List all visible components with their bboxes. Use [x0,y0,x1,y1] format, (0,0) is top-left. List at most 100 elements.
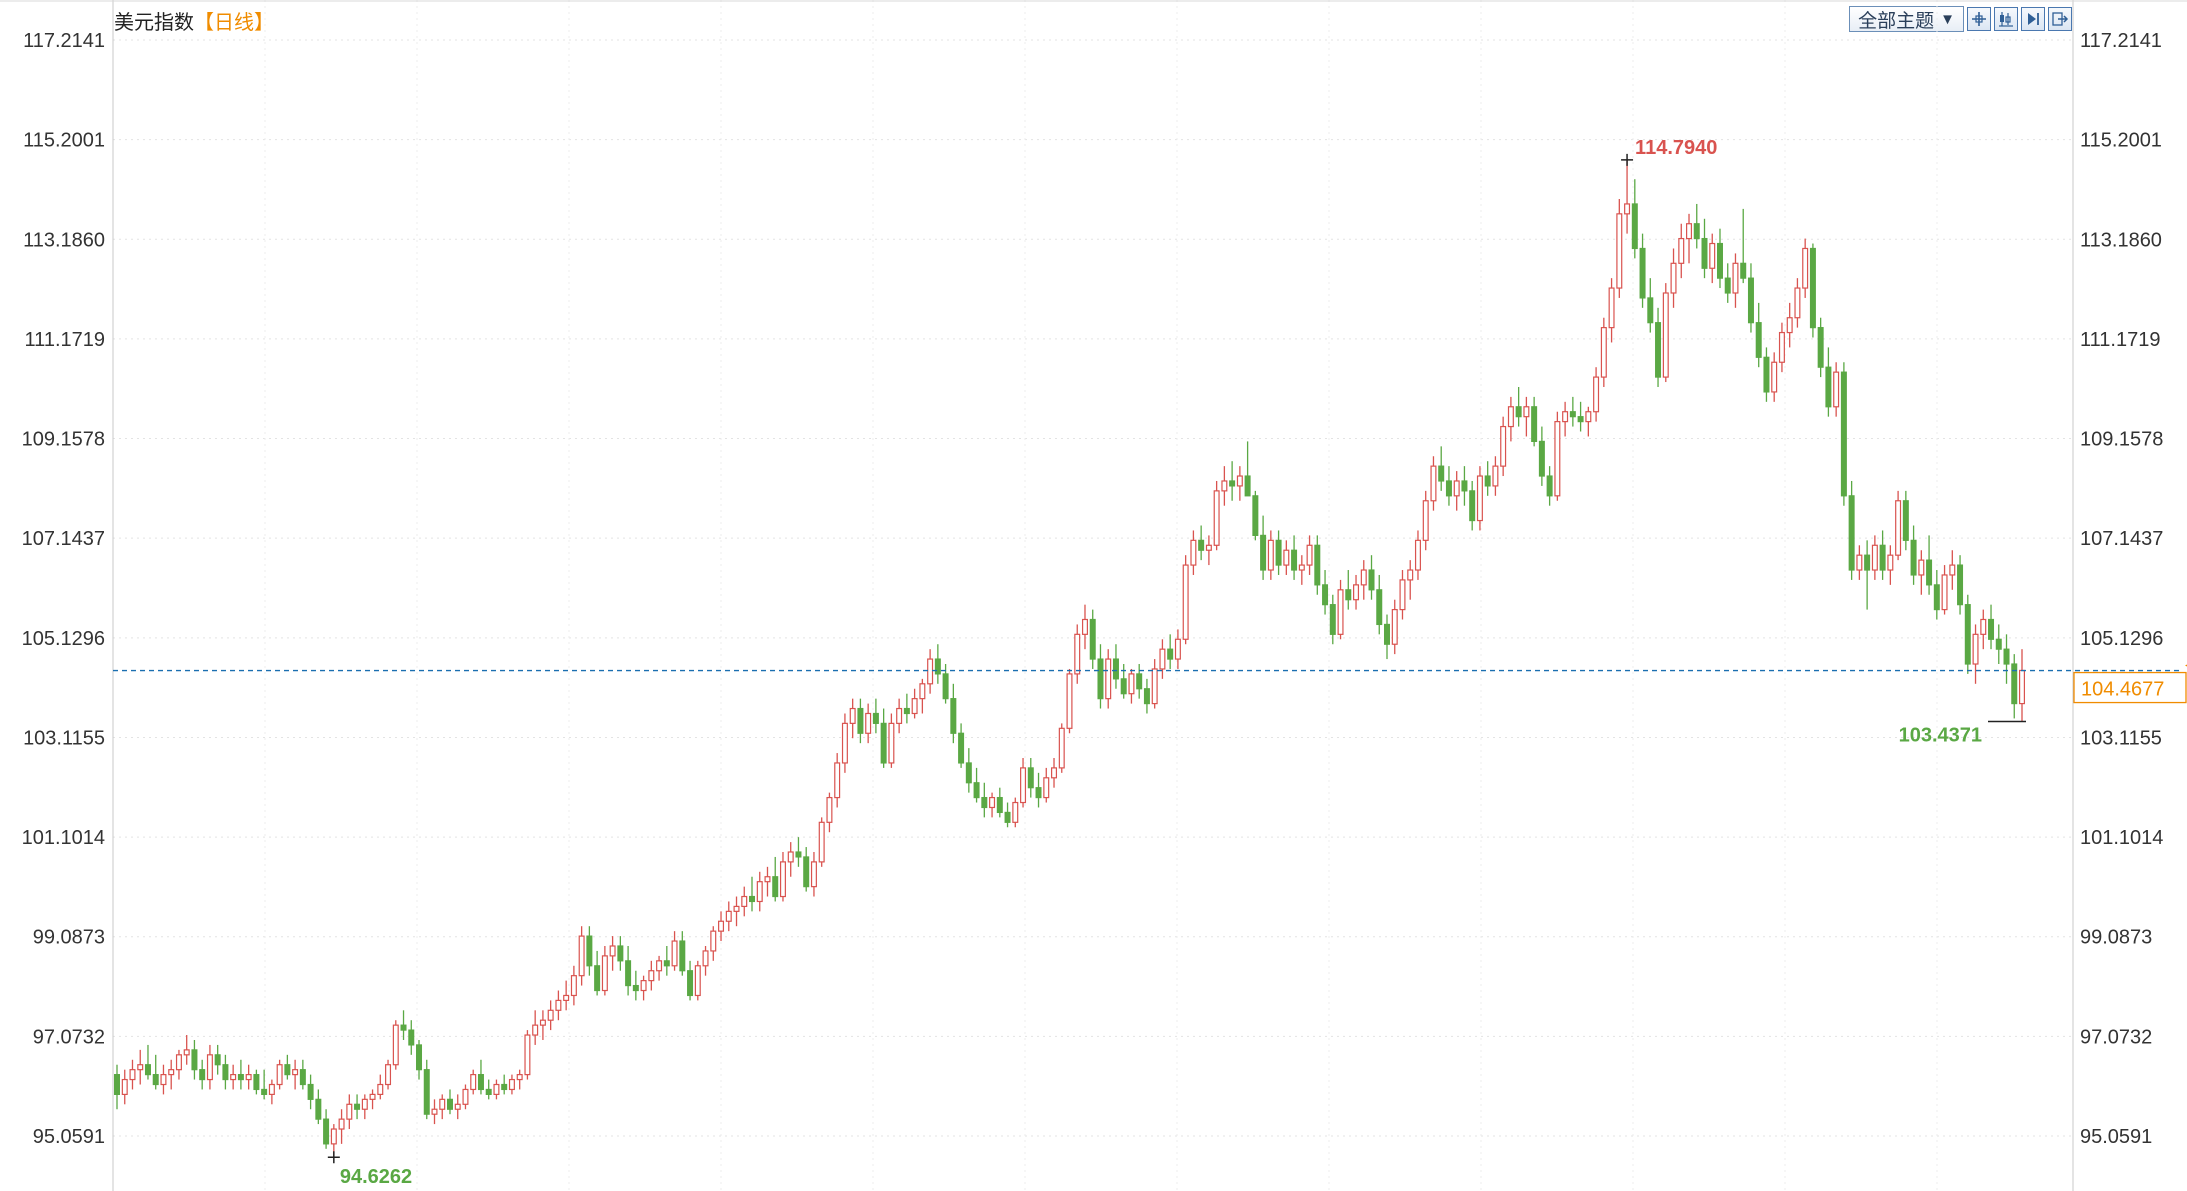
candle-body [632,984,639,992]
candle-body [199,1069,206,1081]
candle-body [160,1074,167,1086]
candlestick-icon[interactable] [1994,7,2018,31]
candle-body [1151,668,1158,705]
candle-body [1120,678,1127,695]
candle-body [787,851,794,863]
candle-body [1368,569,1375,591]
candle-body [1298,564,1305,571]
candle-body [1329,604,1336,635]
candle-body [1670,262,1677,294]
candle-body [1074,633,1081,675]
candle-body [1763,356,1770,393]
candle-body [1693,223,1700,240]
crosshair-icon[interactable] [1967,7,1991,31]
candle-body [1430,465,1437,502]
candle-body [1236,475,1243,487]
candle-body [865,712,872,734]
candle-body [772,876,779,898]
y-tick-label-right: 111.1719 [2080,329,2160,351]
candle-body [1941,574,1948,611]
candle-body [656,960,663,972]
candle-body [795,851,802,858]
candle-body [1260,534,1267,571]
candle-body [950,698,957,734]
candle-body [539,1019,546,1026]
candle-body [1988,618,1995,640]
export-icon[interactable] [2048,7,2072,31]
candle-body [1747,277,1754,324]
candle-body [1593,376,1600,413]
step-forward-icon[interactable] [2021,7,2045,31]
candle-body [408,1029,415,1046]
candle-body [1639,247,1646,299]
candle-body [1716,242,1723,279]
candle-body [1972,633,1979,665]
candle-body [1600,327,1607,378]
candle-body [1554,421,1561,497]
chevron-down-icon: ▼ [1940,10,1955,28]
candle-body [1926,559,1933,586]
candle-body [857,707,864,734]
candle-body [710,930,717,952]
candle-body [1221,480,1228,492]
candle-body [1840,371,1847,497]
candle-body [996,796,1003,814]
high-marker [1621,153,1634,166]
candle-body [446,1098,453,1110]
candle-body [1283,549,1290,566]
candle-body [1438,465,1445,482]
candle-body [648,970,655,982]
y-tick-label-right: 117.2141 [2080,30,2162,52]
candle-body [1778,331,1785,363]
candle-body [934,658,941,675]
candle-body [323,1118,330,1145]
y-tick-label-left: 109.1578 [22,429,105,451]
candle-body [237,1074,244,1081]
candle-body [1980,618,1987,635]
candle-body [1802,247,1809,289]
candle-body [1012,801,1019,823]
candle-body [927,658,934,685]
price-annotations: 104.4677 114.7940 94.6262 103.4371 [113,137,2187,1188]
candle-body [113,1074,121,1096]
candle-body [245,1074,252,1081]
candle-body [1879,544,1886,571]
low-marker-left [327,1151,340,1164]
candle-body [663,960,670,967]
theme-dropdown[interactable]: 全部主题 ▼ [1849,6,1964,32]
candle-body [338,1118,345,1130]
candle-body [1864,554,1871,571]
candle-body [694,965,701,997]
candle-body [702,950,709,967]
candle-body [1608,287,1615,329]
candle-body [206,1054,213,1081]
y-tick-label-right: 95.0591 [2080,1126,2152,1148]
candle-body [1933,584,1940,611]
candle-body [1732,262,1739,294]
candle-body [1918,559,1925,576]
candle-body [1004,811,1011,823]
y-tick-label-right: 109.1578 [2080,429,2163,451]
candle-body [439,1098,446,1110]
candle-body [1755,322,1762,358]
candle-body [779,861,786,898]
high-annotation-label: 114.7940 [1635,137,1717,159]
candle-body [516,1074,523,1081]
candle-body [1902,500,1909,541]
candle-body [1585,411,1592,423]
candle-body [1159,648,1166,670]
candle-body [989,796,996,809]
candle-body [973,782,980,799]
candle-body [1655,322,1662,378]
candle-body [1322,584,1329,606]
candle-body [191,1049,198,1071]
candle-body [1244,475,1251,497]
candle-body [532,1024,539,1036]
candle-body [609,945,616,957]
period-label[interactable]: 【日线】 [194,12,274,34]
candle-body [1662,292,1669,378]
candle-body [423,1069,430,1115]
candle-body [965,762,972,784]
candle-body [385,1064,392,1086]
